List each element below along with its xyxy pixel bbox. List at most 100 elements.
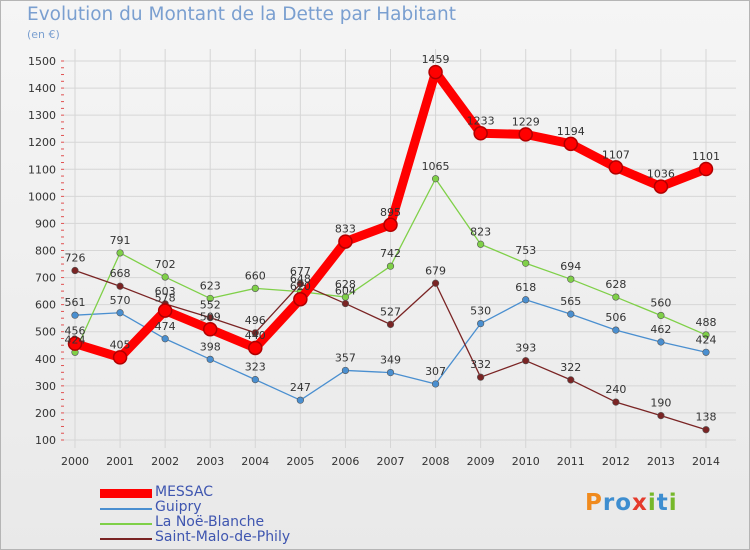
y-tick-label: 200	[35, 407, 56, 420]
y-tick-label: 1000	[28, 190, 56, 203]
data-point	[251, 284, 259, 293]
y-tick-label: 600	[35, 299, 56, 312]
data-label: 648	[290, 273, 311, 286]
data-point	[522, 259, 530, 267]
x-tick-label: 2014	[692, 455, 720, 468]
data-label: 677	[290, 265, 311, 278]
data-point	[431, 279, 440, 287]
data-label: 527	[380, 305, 401, 318]
x-tick-label: 2008	[422, 455, 450, 468]
x-tick-label: 2000	[61, 455, 89, 468]
data-point	[522, 357, 530, 365]
y-tick-label: 800	[35, 245, 56, 258]
data-label: 660	[245, 269, 266, 282]
y-tick-label: 1500	[28, 55, 56, 68]
data-label: 668	[110, 267, 131, 280]
data-point	[702, 331, 710, 339]
x-tick-label: 2001	[106, 455, 134, 468]
data-point	[116, 309, 124, 317]
x-tick-label: 2002	[151, 455, 179, 468]
logo-letter: i	[668, 490, 678, 516]
data-label: 398	[200, 340, 221, 353]
legend-swatch	[100, 508, 152, 510]
data-point	[161, 335, 169, 343]
x-tick-label: 2011	[557, 455, 585, 468]
data-label: 393	[515, 342, 536, 355]
data-label: 560	[650, 296, 671, 309]
data-label: 247	[290, 381, 311, 394]
data-label: 702	[155, 258, 176, 271]
data-point	[657, 338, 665, 346]
data-label: 1233	[467, 114, 495, 127]
data-point	[157, 303, 173, 318]
logo-letter: o	[615, 490, 633, 516]
legend-label: MESSAC	[155, 484, 214, 500]
data-label: 1101	[692, 150, 720, 163]
data-point	[657, 412, 665, 420]
data-point	[202, 322, 218, 337]
data-point	[71, 311, 79, 319]
x-tick-label: 2007	[377, 455, 405, 468]
data-point	[251, 376, 259, 384]
y-tick-label: 400	[35, 353, 56, 366]
data-label: 742	[380, 247, 401, 260]
legend-swatch	[100, 523, 152, 525]
data-point	[206, 355, 214, 363]
logo-letter: r	[602, 490, 616, 516]
data-label: 488	[696, 316, 717, 329]
x-tick-label: 2013	[647, 455, 675, 468]
logo-letter: t	[656, 490, 669, 516]
data-point	[112, 350, 128, 365]
data-label: 628	[335, 278, 356, 291]
data-point	[567, 376, 575, 384]
data-label: 694	[560, 260, 581, 273]
data-label: 1065	[422, 160, 450, 173]
data-point	[477, 319, 485, 328]
data-label: 405	[110, 338, 131, 351]
data-point	[702, 348, 710, 356]
data-point	[477, 373, 485, 381]
data-label: 895	[380, 206, 401, 219]
data-label: 1459	[422, 53, 450, 66]
logo-letter: i	[647, 490, 657, 516]
data-point	[428, 64, 443, 80]
data-label: 726	[65, 252, 86, 265]
data-label: 679	[425, 264, 446, 277]
data-point	[116, 249, 124, 257]
data-label: 424	[65, 333, 86, 346]
chart-subtitle: (en €)	[27, 28, 60, 41]
data-point	[296, 280, 304, 288]
data-label: 1036	[647, 168, 675, 181]
data-point	[473, 126, 488, 141]
legend-swatch	[100, 538, 152, 540]
legend-swatch	[100, 489, 152, 498]
data-point	[518, 127, 533, 142]
data-point	[608, 160, 624, 175]
data-label: 623	[200, 279, 221, 292]
y-tick-label: 1200	[28, 136, 56, 149]
data-point	[563, 136, 579, 152]
data-label: 530	[470, 305, 491, 318]
data-label: 628	[605, 278, 626, 291]
data-point	[206, 314, 214, 322]
data-label: 138	[696, 411, 717, 424]
data-point	[567, 310, 575, 318]
y-tick-label: 500	[35, 326, 56, 339]
y-tick-label: 1400	[28, 82, 56, 95]
data-label: 506	[605, 311, 626, 324]
data-label: 456	[65, 325, 86, 338]
data-point	[653, 179, 669, 194]
data-label: 349	[380, 354, 401, 367]
data-point	[248, 340, 263, 356]
data-point	[296, 396, 304, 404]
x-tick-label: 2009	[467, 455, 495, 468]
x-tick-label: 2010	[512, 455, 540, 468]
data-point	[612, 293, 620, 301]
data-label: 357	[335, 351, 356, 364]
y-tick-label: 300	[35, 380, 56, 393]
data-label: 833	[335, 223, 356, 236]
data-point	[206, 294, 214, 303]
data-label: 618	[515, 281, 536, 294]
